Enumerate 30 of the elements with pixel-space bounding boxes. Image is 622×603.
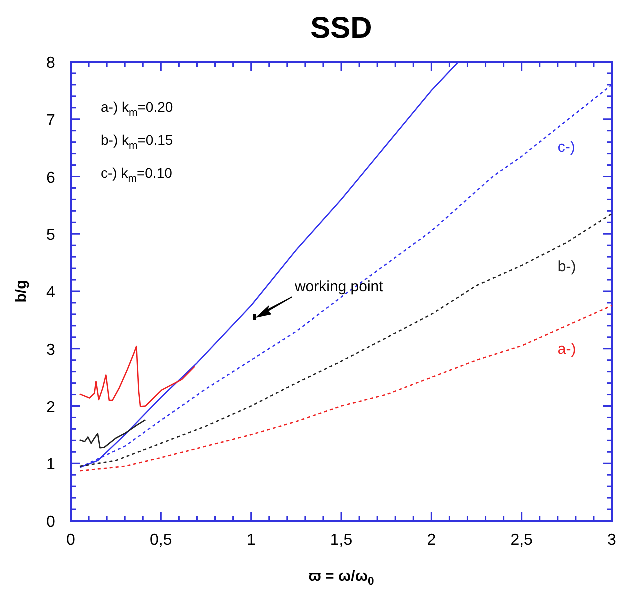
y-tick-label: 1 xyxy=(46,456,56,474)
y-tick-label: 5 xyxy=(46,227,56,244)
y-tick-label: 8 xyxy=(46,55,56,72)
x-tick-label: 2 xyxy=(427,532,436,549)
y-tick-label: 3 xyxy=(46,342,56,359)
x-tick-label: 2,5 xyxy=(510,532,534,549)
annotation: a-) k$_{m}$=0.20 xyxy=(101,99,174,119)
x-tick-label: 1,5 xyxy=(330,532,353,549)
series-label: b-) xyxy=(558,258,576,276)
line-series xyxy=(79,213,613,468)
x-tick-label: 0 xyxy=(66,532,76,549)
chart-title: SSD xyxy=(310,12,372,45)
x-axis-title: ϖ = ω/ω$_{0}$ xyxy=(308,568,374,588)
line-series xyxy=(79,419,146,449)
x-tick-label: 0,5 xyxy=(150,532,172,549)
y-tick-label: 6 xyxy=(46,170,56,187)
y-tick-label: 2 xyxy=(46,399,56,416)
line-series xyxy=(79,305,613,472)
annotation: working point xyxy=(294,278,384,296)
x-tick-label: 1 xyxy=(246,532,256,549)
series-label: c-) xyxy=(558,138,576,156)
annotation: b-) k$_{m}$=0.15 xyxy=(101,132,174,152)
line-series xyxy=(79,346,196,408)
y-tick-label: 0 xyxy=(46,514,56,531)
x-tick-label: 3 xyxy=(608,532,617,549)
y-tick-label: 7 xyxy=(46,112,56,130)
y-axis-title: b/g xyxy=(13,280,30,303)
series-label: a-) xyxy=(558,340,576,358)
annotation: c-) k$_{m}$=0.10 xyxy=(101,165,173,185)
y-tick-label: 4 xyxy=(46,284,56,302)
